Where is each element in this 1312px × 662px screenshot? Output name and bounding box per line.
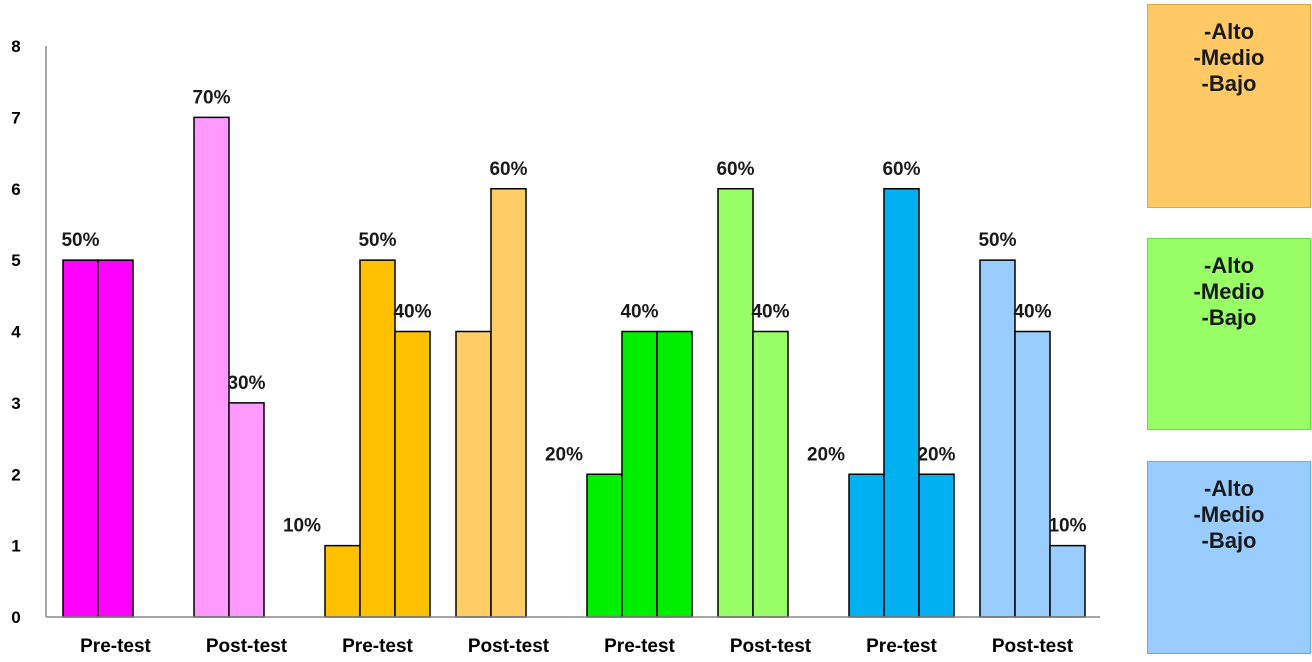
bar [359, 259, 396, 618]
bar [752, 330, 789, 618]
bar-data-label: 30% [227, 373, 265, 394]
bar [324, 544, 361, 618]
x-tick-label: Pre-test [866, 636, 937, 657]
legend-bajo: -Bajo [1201, 528, 1257, 553]
x-tick-label: Post-test [730, 636, 812, 657]
bar [228, 402, 265, 618]
y-tick-label: 8 [11, 37, 20, 56]
x-tick-label: Post-test [206, 636, 288, 657]
bar-data-label: 40% [393, 302, 431, 323]
bar-data-label: 40% [1013, 302, 1051, 323]
bar-data-label: 40% [620, 302, 658, 323]
legend-bajo: -Bajo [1201, 71, 1257, 96]
bar [621, 330, 658, 618]
bar [455, 330, 492, 618]
bar [97, 259, 134, 618]
bar [490, 188, 527, 618]
bar-data-label: 20% [807, 444, 845, 465]
y-tick-label: 5 [11, 251, 20, 270]
y-axis: 0 1 2 3 4 5 6 7 8 [11, 37, 21, 627]
bar-data-label: 40% [751, 302, 789, 323]
bar-data-label: 60% [716, 159, 754, 180]
y-tick-label: 7 [11, 108, 20, 127]
bar-data-label: 50% [61, 230, 99, 251]
x-tick-label: Pre-test [342, 636, 413, 657]
bar [883, 188, 920, 618]
legend-medio: -Medio [1193, 502, 1265, 527]
bar [1049, 544, 1086, 618]
x-tick-label: Pre-test [80, 636, 151, 657]
bar-data-label: 60% [489, 159, 527, 180]
bar [1014, 330, 1051, 618]
bar-data-label: 70% [192, 87, 230, 108]
x-tick-label: Post-test [468, 636, 550, 657]
legend-box-1: -Alto -Medio -Bajo [1147, 4, 1311, 208]
bar-data-label: 10% [1048, 516, 1086, 537]
bar-chart: 0 1 2 3 4 5 6 7 8 50% 70% 30% 10% 50% 40% 60% 20% 40% 60%… [11, 37, 1100, 657]
y-tick-label: 3 [11, 394, 20, 413]
legend-alto: -Alto [1203, 19, 1255, 44]
legend-alto: -Alto [1203, 476, 1255, 501]
bar [918, 473, 955, 618]
y-tick-label: 4 [11, 323, 21, 342]
y-tick-label: 2 [11, 465, 20, 484]
legend-alto: -Alto [1203, 253, 1255, 278]
legend-bajo: -Bajo [1201, 305, 1257, 330]
bar [656, 330, 693, 618]
x-tick-label: Post-test [992, 636, 1074, 657]
bar-data-label: 20% [545, 444, 583, 465]
bar [394, 330, 431, 618]
bar-data-label: 50% [358, 230, 396, 251]
bar-data-label: 60% [882, 159, 920, 180]
y-tick-label: 1 [11, 537, 20, 556]
bar-labels: 50% 70% 30% 10% 50% 40% 60% 20% 40% 60% 40% 20% 60% 2… [61, 87, 1086, 536]
bars [62, 116, 1086, 618]
bar-data-label: 10% [283, 516, 321, 537]
bar [717, 188, 754, 618]
legend-medio: -Medio [1193, 45, 1265, 70]
bar [586, 473, 623, 618]
bar [193, 116, 230, 618]
bar-data-label: 20% [917, 444, 955, 465]
x-tick-label: Pre-test [604, 636, 675, 657]
y-tick-label: 0 [11, 608, 20, 627]
legend-medio: -Medio [1193, 279, 1265, 304]
bar-data-label: 50% [978, 230, 1016, 251]
bar [848, 473, 885, 618]
bar [979, 259, 1016, 618]
x-axis: Pre-test Post-test Pre-test Post-test Pre-te… [80, 636, 1074, 657]
bar [62, 259, 99, 618]
legend-box-3: -Alto -Medio -Bajo [1147, 461, 1311, 654]
y-tick-label: 6 [11, 180, 20, 199]
legend-box-2: -Alto -Medio -Bajo [1147, 238, 1311, 430]
